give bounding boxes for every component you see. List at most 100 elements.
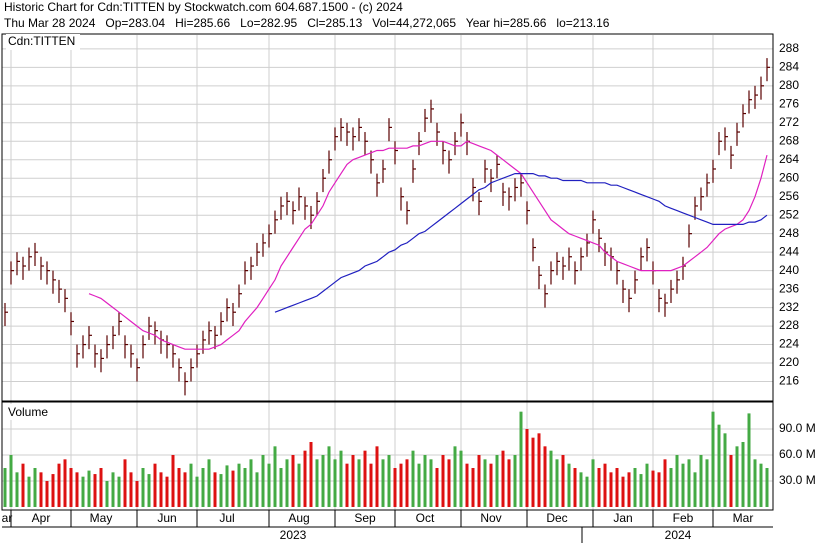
volume-bar [711,411,715,507]
volume-bar [177,468,181,507]
volume-bar [477,455,481,507]
y-tick-label: 248 [779,226,799,240]
x-tick-label: Nov [480,511,501,525]
volume-bar [387,455,391,507]
volume-bar [609,472,613,507]
volume-bar [333,459,337,507]
volume-bar [363,450,367,507]
volume-bar [201,468,205,507]
volume-bar [645,463,649,507]
volume-bar [303,450,307,507]
volume-bar [99,468,103,507]
volume-bar [405,459,409,507]
x-tick-label: Aug [288,511,309,525]
volume-frame [1,401,774,511]
volume-bar [723,433,727,507]
x-tick-label: Apr [32,511,51,525]
volume-bar [105,481,109,507]
volume-bar [501,450,505,507]
volume-bar [219,474,223,507]
volume-bar [3,468,7,507]
volume-bar [513,455,517,507]
volume-bar [87,470,91,507]
volume-bar [561,455,565,507]
x-tick-label: Mar [733,511,754,525]
chart-title: Historic Chart for Cdn:TITTEN by Stockwa… [4,0,403,14]
year-label: 2024 [665,528,692,542]
volume-bar [591,459,595,507]
volume-bar [255,472,259,507]
volume-bar [453,446,457,507]
volume-bar [549,450,553,507]
volume-bar [111,472,115,507]
volume-bar [345,463,349,507]
x-tick-label: May [90,511,113,525]
volume-bar [765,468,769,507]
volume-bar [489,463,493,507]
volume-bar [633,468,637,507]
volume-bar [543,446,547,507]
volume-bar [327,446,331,507]
volume-bar [423,455,427,507]
volume-bar [621,476,625,507]
y-tick-label: 220 [779,355,799,369]
volume-bar [693,472,697,507]
volume-bar [189,463,193,507]
volume-bar [267,463,271,507]
volume-bar [369,463,373,507]
volume-bar [519,411,523,507]
volume-bar [411,450,415,507]
volume-bar [507,459,511,507]
y-tick-label: 224 [779,337,799,351]
volume-bar [699,455,703,507]
volume-bar [471,468,475,507]
y-tick-label: 264 [779,152,799,166]
volume-bar [27,476,31,507]
volume-bar [9,455,13,507]
volume-bar [297,463,301,507]
volume-bar [663,459,667,507]
volume-bar [117,476,121,507]
y-tick-label: 284 [779,60,799,74]
y-tick-label: 256 [779,189,799,203]
volume-bar [147,474,151,507]
x-tick-label: Oct [416,511,435,525]
volume-bar [33,468,37,507]
volume-bar [393,468,397,507]
volume-bar [717,424,721,507]
volume-bar [525,429,529,507]
y-tick-label: 244 [779,244,799,258]
volume-bar [459,450,463,507]
volume-bar [249,459,253,507]
volume-bar [51,474,55,507]
volume-bar [729,455,733,507]
volume-bar [417,463,421,507]
volume-bar [585,476,589,507]
x-tick-label: ar [2,511,13,525]
volume-title: Volume [8,405,48,419]
volume-bar [597,468,601,507]
volume-bar [165,476,169,507]
volume-bar [39,472,43,507]
x-tick-label: Feb [673,511,694,525]
volume-bar [261,455,265,507]
volume-bar [687,459,691,507]
y-tick-label: 272 [779,115,799,129]
volume-bar [429,459,433,507]
volume-bar [735,446,739,507]
volume-bar [441,455,445,507]
volume-bar [351,455,355,507]
x-tick-label: Dec [546,511,567,525]
volume-bar [171,455,175,507]
legend-label: Cdn:TITTEN [8,34,75,48]
volume-bar [705,459,709,507]
volume-bar [639,474,643,507]
volume-bar [399,463,403,507]
marks [3,58,770,507]
x-tick-label: Jul [219,511,234,525]
volume-bar [681,463,685,507]
y-tick-label: 268 [779,133,799,147]
volume-bar [531,437,535,507]
